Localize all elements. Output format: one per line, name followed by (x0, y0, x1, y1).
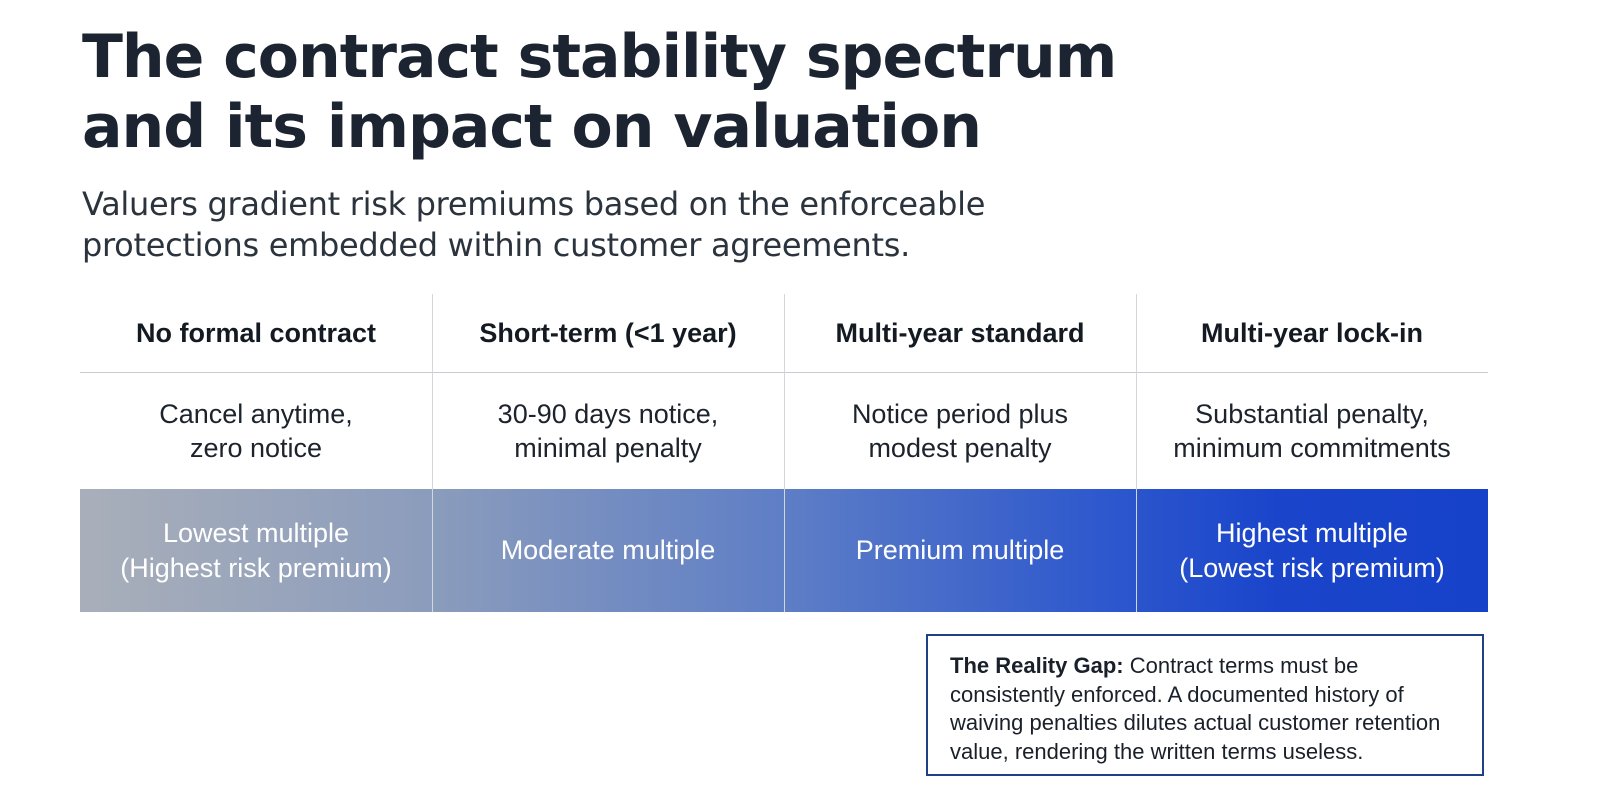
outcome-line: (Highest risk premium) (120, 552, 392, 583)
terms-line: minimal penalty (514, 432, 702, 463)
subtitle-line-2: protections embedded within customer agr… (82, 226, 910, 264)
column-divider (432, 294, 433, 612)
callout-line-2: consistently enforced. A documented hist… (950, 681, 1404, 707)
terms-line: Cancel anytime, (159, 398, 353, 429)
title-line-2: and its impact on valuation (82, 92, 982, 162)
terms-line: 30-90 days notice, (497, 398, 719, 429)
callout-line-4: value, rendering the written terms usele… (950, 738, 1364, 764)
column-header: Multi-year standard (835, 317, 1085, 348)
terms-line: zero notice (189, 432, 323, 463)
column-terms: 30-90 days notice, minimal penalty (432, 373, 784, 488)
subtitle-line-1: Valuers gradient risk premiums based on … (82, 185, 986, 223)
page-title: The contract stability spectrum and its … (82, 22, 1182, 162)
column-outcome: Moderate multiple (432, 489, 784, 612)
column-no-formal-contract: No formal contract Cancel anytime, zero … (80, 294, 432, 612)
column-divider (784, 294, 785, 612)
callout-line-1: The Reality Gap: Contract terms must be (950, 652, 1472, 681)
column-outcome: Premium multiple (784, 489, 1136, 612)
column-outcome: Highest multiple (Lowest risk premium) (1136, 489, 1488, 612)
title-line-1: The contract stability spectrum (82, 22, 1117, 92)
column-terms: Substantial penalty, minimum commitments (1136, 373, 1488, 488)
column-header: Multi-year lock-in (1200, 317, 1424, 348)
column-header: Short-term (<1 year) (479, 317, 737, 348)
outcome-line: Highest multiple (1215, 517, 1409, 548)
stability-spectrum-table: No formal contract Cancel anytime, zero … (80, 294, 1488, 612)
terms-line: Substantial penalty, (1195, 398, 1429, 429)
terms-line: minimum commitments (1173, 432, 1451, 463)
column-divider (1136, 294, 1137, 612)
column-header: No formal contract (135, 317, 377, 348)
column-terms: Cancel anytime, zero notice (80, 373, 432, 488)
column-multi-year-standard: Multi-year standard Notice period plus m… (784, 294, 1136, 612)
outcome-line: Lowest multiple (162, 517, 350, 548)
page-subtitle: Valuers gradient risk premiums based on … (82, 184, 1182, 266)
column-multi-year-lock-in: Multi-year lock-in Substantial penalty, … (1136, 294, 1488, 612)
column-short-term: Short-term (<1 year) 30-90 days notice, … (432, 294, 784, 612)
callout-line-3: waiving penalties dilutes actual custome… (950, 710, 1441, 735)
outcome-line: Moderate multiple (500, 535, 716, 565)
column-terms: Notice period plus modest penalty (784, 373, 1136, 488)
outcome-line: Premium multiple (855, 535, 1065, 565)
reality-gap-callout: The Reality Gap: Contract terms must be … (926, 634, 1484, 776)
terms-line: modest penalty (868, 432, 1052, 463)
terms-line: Notice period plus (851, 398, 1069, 429)
column-outcome: Lowest multiple (Highest risk premium) (80, 489, 432, 612)
callout-line-1-rest: Contract terms must be (1123, 653, 1359, 678)
outcome-line: (Lowest risk premium) (1179, 552, 1445, 583)
callout-lead: The Reality Gap: (950, 653, 1124, 678)
